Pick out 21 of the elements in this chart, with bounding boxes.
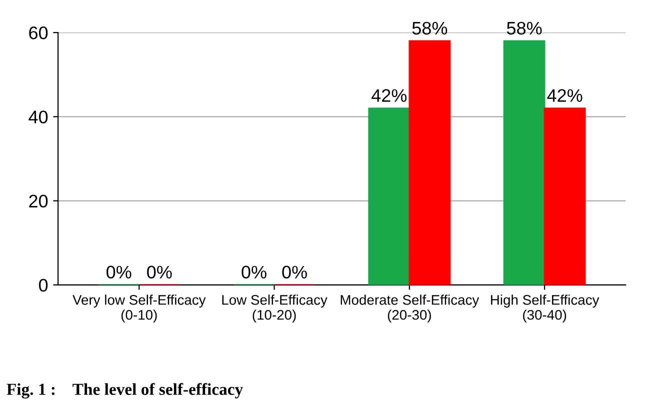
data-label: 0%	[282, 266, 307, 279]
bar	[503, 40, 546, 285]
y-tick-label: 60	[29, 26, 48, 40]
x-tick-label: High Self-Efficacy (30-40)	[491, 294, 600, 323]
y-tick-label: 40	[28, 110, 48, 124]
y-tick-label: 20	[29, 194, 48, 208]
data-label: 0%	[242, 266, 266, 279]
bar	[368, 108, 410, 285]
y-tick-label: 0	[38, 278, 48, 292]
x-tick-label: Very low Self-Efficacy (0-10)	[72, 294, 206, 323]
x-tick-label: Low Self-Efficacy (10-20)	[222, 294, 328, 323]
caption: Fig. 1 : The level of self-efficacy	[6, 383, 243, 398]
data-label: 42%	[371, 89, 407, 102]
data-label: 58%	[506, 22, 542, 35]
bar	[408, 40, 451, 285]
data-label: 0%	[106, 266, 132, 279]
x-tick-label: Moderate Self-Efficacy (20-30)	[340, 294, 480, 323]
data-label: 0%	[147, 266, 172, 279]
data-label: 42%	[547, 89, 582, 102]
data-label: 58%	[412, 22, 448, 35]
bar	[544, 108, 586, 285]
